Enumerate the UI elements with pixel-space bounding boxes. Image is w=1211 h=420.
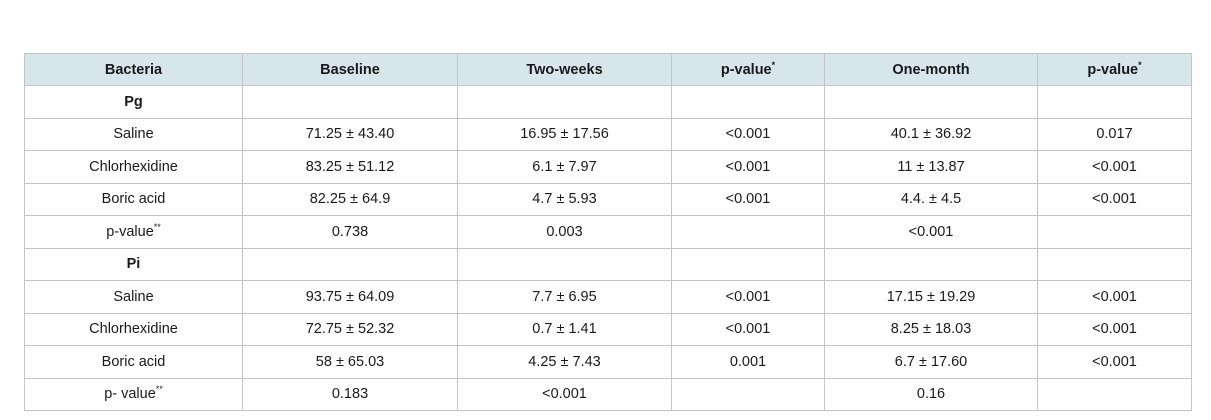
table-cell: 0.183 <box>242 377 458 411</box>
column-header: p-value* <box>1037 53 1192 86</box>
table-cell: <0.001 <box>1037 312 1192 346</box>
table-row: Saline 93.75 ± 64.09 7.7 ± 6.95 <0.001 17.15… <box>24 280 1192 314</box>
results-table: Bacteria Baseline Two-weeks p-value* One-mon… <box>24 53 1192 411</box>
table-cell: 0.16 <box>824 377 1038 411</box>
row-label: Boric acid <box>24 345 243 379</box>
table-row: p-value** 0.738 0.003 <0.001 <box>24 215 1192 249</box>
table-cell <box>671 215 825 249</box>
table-cell: <0.001 <box>671 182 825 216</box>
table-cell: 82.25 ± 64.9 <box>242 182 458 216</box>
table-row: Chlorhexidine 83.25 ± 51.12 6.1 ± 7.97 <0.0… <box>24 150 1192 184</box>
results-table-container: Bacteria Baseline Two-weeks p-value* One-mon… <box>24 53 1192 411</box>
column-header: Baseline <box>242 53 458 86</box>
table-cell: 58 ± 65.03 <box>242 345 458 379</box>
table-cell: 0.017 <box>1037 117 1192 151</box>
table-cell: <0.001 <box>824 215 1038 249</box>
table-cell: 6.7 ± 17.60 <box>824 345 1038 379</box>
table-cell: 93.75 ± 64.09 <box>242 280 458 314</box>
table-cell: 8.25 ± 18.03 <box>824 312 1038 346</box>
table-row: Boric acid 82.25 ± 64.9 4.7 ± 5.93 <0.001 4.… <box>24 182 1192 216</box>
table-header-row: Bacteria Baseline Two-weeks p-value* One-mon… <box>24 53 1192 86</box>
table-body: Pg Saline 71.25 ± 43.40 16.95 ± 17.56 <0.001… <box>24 85 1192 411</box>
table-cell: 11 ± 13.87 <box>824 150 1038 184</box>
table-row: Saline 71.25 ± 43.40 16.95 ± 17.56 <0.001 40… <box>24 117 1192 151</box>
table-cell: <0.001 <box>1037 150 1192 184</box>
table-cell <box>457 247 672 281</box>
row-label: Saline <box>24 117 243 151</box>
table-cell: 83.25 ± 51.12 <box>242 150 458 184</box>
table-cell: 71.25 ± 43.40 <box>242 117 458 151</box>
table-cell: <0.001 <box>671 117 825 151</box>
column-header: One-month <box>824 53 1038 86</box>
column-header: Two-weeks <box>457 53 672 86</box>
table-cell: 4.4. ± 4.5 <box>824 182 1038 216</box>
row-label: Saline <box>24 280 243 314</box>
table-cell <box>824 247 1038 281</box>
table-cell: 40.1 ± 36.92 <box>824 117 1038 151</box>
group-label: Pi <box>24 247 243 281</box>
table-cell: 16.95 ± 17.56 <box>457 117 672 151</box>
group-row: Pi <box>24 247 1192 281</box>
row-label: Chlorhexidine <box>24 150 243 184</box>
table-cell <box>457 85 672 119</box>
table-cell <box>1037 215 1192 249</box>
table-cell <box>1037 377 1192 411</box>
group-row: Pg <box>24 85 1192 119</box>
table-cell: 0.738 <box>242 215 458 249</box>
table-cell: 72.75 ± 52.32 <box>242 312 458 346</box>
table-cell <box>671 377 825 411</box>
table-cell: 4.25 ± 7.43 <box>457 345 672 379</box>
table-row: Chlorhexidine 72.75 ± 52.32 0.7 ± 1.41 <0.0… <box>24 312 1192 346</box>
table-cell: <0.001 <box>1037 182 1192 216</box>
table-cell: <0.001 <box>671 150 825 184</box>
table-cell <box>824 85 1038 119</box>
table-cell: 7.7 ± 6.95 <box>457 280 672 314</box>
table-cell: 17.15 ± 19.29 <box>824 280 1038 314</box>
column-header: Bacteria <box>24 53 243 86</box>
table-cell <box>671 85 825 119</box>
table-cell: <0.001 <box>1037 345 1192 379</box>
table-cell <box>1037 247 1192 281</box>
table-cell: <0.001 <box>671 312 825 346</box>
table-cell: 0.7 ± 1.41 <box>457 312 672 346</box>
column-header: p-value* <box>671 53 825 86</box>
table-cell: <0.001 <box>1037 280 1192 314</box>
table-cell: <0.001 <box>457 377 672 411</box>
table-cell <box>1037 85 1192 119</box>
row-label: Boric acid <box>24 182 243 216</box>
row-label: Chlorhexidine <box>24 312 243 346</box>
table-cell: 0.001 <box>671 345 825 379</box>
table-cell: 4.7 ± 5.93 <box>457 182 672 216</box>
group-label: Pg <box>24 85 243 119</box>
table-cell <box>671 247 825 281</box>
table-row: p- value** 0.183 <0.001 0.16 <box>24 377 1192 411</box>
table-cell <box>242 247 458 281</box>
table-cell: 6.1 ± 7.97 <box>457 150 672 184</box>
row-label: p- value** <box>24 377 243 411</box>
table-cell: <0.001 <box>671 280 825 314</box>
table-row: Boric acid 58 ± 65.03 4.25 ± 7.43 0.001 6.7 … <box>24 345 1192 379</box>
row-label: p-value** <box>24 215 243 249</box>
table-cell: 0.003 <box>457 215 672 249</box>
table-cell <box>242 85 458 119</box>
